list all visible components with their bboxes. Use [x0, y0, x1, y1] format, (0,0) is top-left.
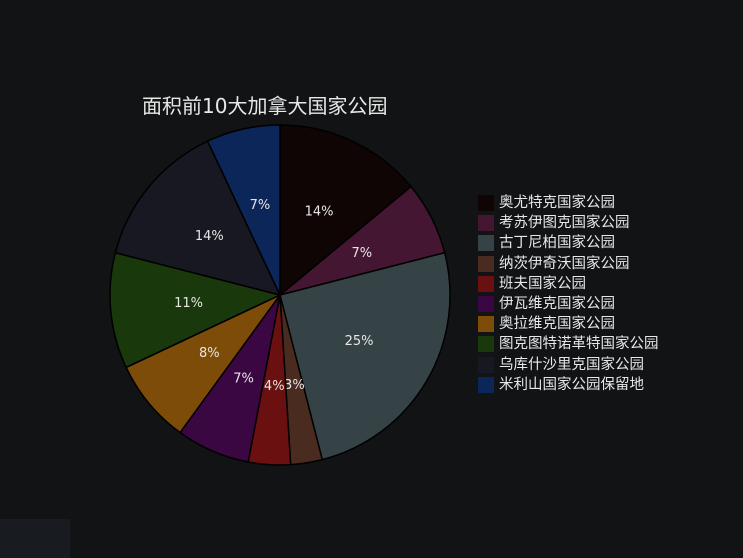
slice-label-1: 14% [305, 204, 334, 219]
slice-label-4: 3% [284, 378, 305, 393]
legend-swatch [478, 296, 494, 313]
legend-label: 图克图特诺革特国家公园 [499, 336, 659, 353]
slice-label-2: 7% [351, 246, 372, 261]
legend-swatch [478, 336, 494, 353]
legend-label: 伊瓦维克国家公园 [499, 296, 615, 313]
legend-item-2[interactable]: 考苏伊图克国家公园 [478, 213, 659, 233]
corner-panel [0, 519, 70, 558]
chart-title: 面积前10大加拿大国家公园 [142, 94, 388, 118]
slice-label-8: 11% [174, 296, 203, 311]
legend-swatch [478, 255, 494, 272]
slice-label-5: 4% [264, 379, 285, 394]
legend-item-3[interactable]: 古丁尼柏国家公园 [478, 233, 659, 253]
pie-slice-3[interactable] [279, 251, 451, 461]
legend-item-8[interactable]: 图克图特诺革特国家公园 [478, 334, 659, 354]
pie-slice-1[interactable] [279, 124, 413, 297]
legend-label: 班夫国家公园 [499, 275, 586, 292]
legend-label: 纳茨伊奇沃国家公园 [499, 255, 630, 272]
legend-swatch [478, 215, 494, 232]
legend-swatch [478, 275, 494, 292]
legend-swatch [478, 356, 494, 373]
legend-item-10[interactable]: 米利山国家公园保留地 [478, 375, 659, 395]
legend-swatch [478, 235, 494, 252]
legend-item-1[interactable]: 奥尤特克国家公园 [478, 193, 659, 213]
legend-label: 奥尤特克国家公园 [499, 195, 615, 212]
legend-swatch [478, 316, 494, 333]
legend: 奥尤特克国家公园 考苏伊图克国家公园 古丁尼柏国家公园 纳茨伊奇沃国家公园 班夫国家公园… [478, 193, 659, 395]
legend-label: 乌库什沙里克国家公园 [499, 356, 644, 373]
slice-label-9: 14% [195, 229, 224, 244]
pie-slice-9[interactable] [114, 140, 282, 297]
legend-label: 古丁尼柏国家公园 [499, 235, 615, 252]
slice-label-10: 7% [250, 198, 271, 213]
legend-label: 奥拉维克国家公园 [499, 316, 615, 333]
legend-label: 米利山国家公园保留地 [499, 376, 644, 393]
legend-label: 考苏伊图克国家公园 [499, 215, 630, 232]
pie-slice-8[interactable] [109, 251, 283, 369]
pie-slice-10[interactable] [206, 124, 281, 296]
legend-item-9[interactable]: 乌库什沙里克国家公园 [478, 355, 659, 375]
legend-swatch [478, 376, 494, 393]
slice-label-7: 8% [199, 346, 220, 361]
legend-item-5[interactable]: 班夫国家公园 [478, 274, 659, 294]
legend-item-4[interactable]: 纳茨伊奇沃国家公园 [478, 254, 659, 274]
legend-item-6[interactable]: 伊瓦维克国家公园 [478, 294, 659, 314]
slice-label-3: 25% [345, 334, 374, 349]
legend-swatch [478, 195, 494, 212]
legend-item-7[interactable]: 奥拉维克国家公园 [478, 314, 659, 334]
slice-label-6: 7% [233, 372, 254, 387]
